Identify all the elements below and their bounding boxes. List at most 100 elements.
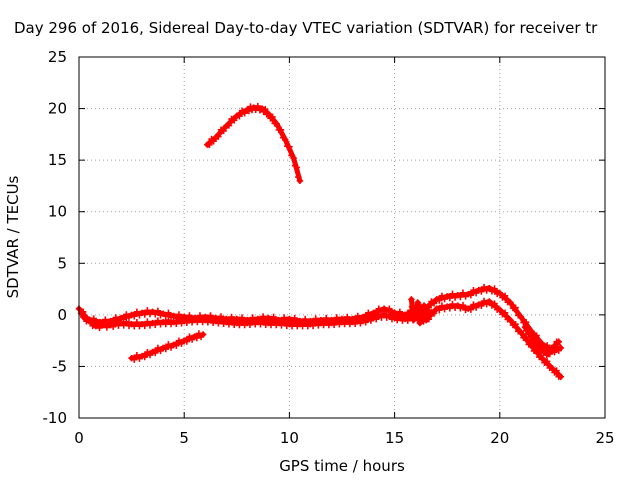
data-point-fill [312, 318, 319, 325]
data-point-fill [152, 349, 159, 357]
data-point-fill [123, 318, 130, 325]
data-point [273, 120, 280, 128]
data-point-fill [501, 309, 509, 317]
data-point-fill [249, 317, 256, 324]
data-point-fill [230, 117, 238, 124]
data-point [517, 313, 525, 321]
data-point-fill [546, 350, 553, 358]
data-point-fill [362, 319, 369, 326]
data-point-fill [144, 307, 151, 314]
data-point-fill [165, 309, 172, 317]
data-point-fill [301, 318, 309, 326]
data-point-fill [102, 316, 109, 323]
data-point-fill [165, 316, 172, 324]
data-point-fill [386, 311, 393, 318]
data-point-fill [528, 332, 535, 339]
data-point-fill [154, 317, 162, 324]
series-arc-low [128, 330, 207, 363]
data-point-fill [423, 316, 430, 323]
data-point-fill [467, 306, 475, 313]
data-point-fill [333, 317, 340, 324]
x-tick-label: 20 [490, 429, 509, 447]
y-tick-label: -5 [52, 357, 67, 375]
data-point-fill [133, 308, 141, 316]
plot-frame [78, 56, 606, 419]
data-point-fill [543, 342, 551, 349]
data-point-fill [175, 316, 183, 323]
y-tick-label: 20 [48, 100, 67, 118]
data-point [425, 307, 432, 314]
data-point-fill [512, 321, 519, 328]
data-point-fill [86, 316, 93, 323]
data-point-fill [480, 283, 488, 291]
y-tick-label: 5 [57, 254, 67, 272]
data-point-fill [323, 317, 330, 325]
data-point-fill [449, 300, 456, 308]
data-point-fill [210, 138, 217, 145]
data-point [420, 302, 428, 309]
data-point-fill [277, 126, 285, 133]
data-point-fill [207, 315, 214, 322]
data-point-fill [430, 310, 438, 317]
data-point [557, 373, 565, 380]
y-tick-label: 10 [48, 203, 67, 221]
data-point-fill [269, 113, 276, 121]
data-point [538, 354, 546, 362]
x-tick-label: 15 [385, 429, 404, 447]
data-point-fill [532, 338, 539, 345]
data-point-fill [436, 297, 443, 304]
data-point-fill [280, 318, 288, 325]
data-point-fill [467, 291, 475, 299]
data-point-fill [459, 289, 467, 296]
data-point-fill [291, 318, 298, 326]
data-point [296, 177, 304, 184]
data-point [549, 365, 556, 372]
data-point [486, 298, 493, 305]
data-point-fill [536, 342, 543, 350]
y-tick-label: 0 [57, 306, 67, 324]
data-point-fill [183, 338, 191, 345]
data-point-fill [195, 330, 203, 337]
data-point [414, 299, 421, 306]
chart-title: Day 296 of 2016, Sidereal Day-to-day VTE… [14, 19, 598, 37]
x-tick-label: 25 [595, 429, 614, 447]
y-axis-label: SDTVAR / TECUs [4, 175, 22, 298]
data-point-fill [449, 290, 456, 297]
data-point-fill [286, 143, 293, 150]
data-point [551, 342, 558, 349]
data-point [408, 296, 415, 303]
data-point-fill [193, 334, 201, 342]
data-point-fill [99, 320, 107, 327]
data-point-fill [162, 345, 169, 353]
x-tick-label: 10 [280, 429, 299, 447]
data-point-fill [96, 324, 103, 332]
data-point-fill [186, 315, 193, 322]
series-burst-16h [408, 296, 432, 327]
y-tick-label: 15 [48, 151, 67, 169]
y-tick-label: 25 [48, 48, 67, 66]
data-point-fill [162, 313, 169, 320]
data-point-fill [109, 323, 117, 330]
data-point-fill [217, 316, 225, 323]
data-point [265, 110, 272, 117]
data-point-fill [133, 318, 141, 326]
data-point-fill [386, 305, 393, 312]
data-point-fill [154, 307, 162, 314]
data-point [80, 313, 87, 321]
data-point-fill [241, 109, 248, 117]
data-point [496, 289, 503, 297]
data-point [528, 342, 535, 349]
grid [79, 57, 605, 418]
data-point-fill [262, 105, 269, 113]
data-point [507, 299, 514, 306]
data-point-fill [554, 341, 561, 348]
data-point-fill [225, 122, 233, 129]
data-point-fill [144, 318, 151, 325]
data-point-fill [259, 317, 267, 324]
tick-labels: 0 5 10 15 20 25 -10 -5 0 5 10 15 20 25 [43, 48, 615, 447]
data-point-fill [131, 313, 138, 320]
series-burst-22h [521, 324, 562, 359]
data-point-fill [491, 285, 498, 292]
data-series [75, 102, 565, 380]
